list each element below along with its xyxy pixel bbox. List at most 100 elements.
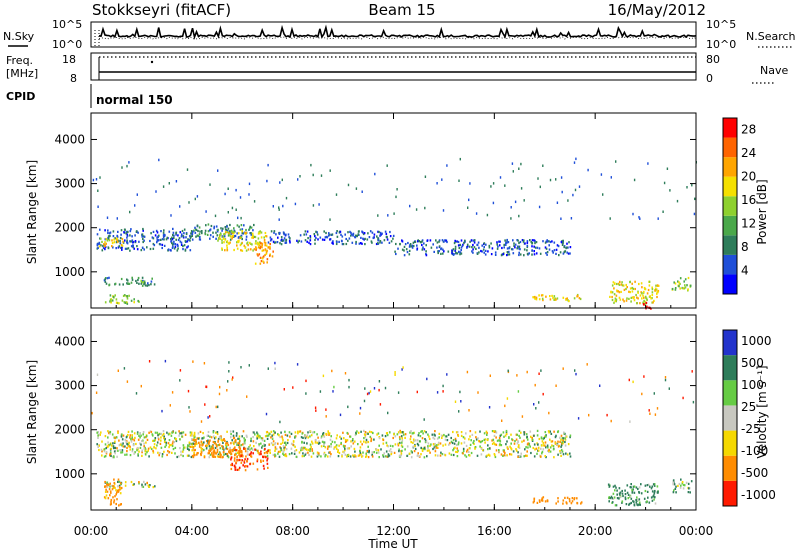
velocity-cell xyxy=(397,444,400,447)
power-cell xyxy=(124,239,126,242)
velocity-cell xyxy=(580,501,583,504)
power-cell xyxy=(184,248,187,251)
power-scatter-cell xyxy=(560,217,562,220)
velocity-cell xyxy=(236,443,238,446)
power-scatter-cell xyxy=(657,217,659,220)
velocity-cell xyxy=(154,439,156,442)
power-cell xyxy=(377,230,379,233)
velocity-cell xyxy=(353,455,355,458)
power-cell xyxy=(545,252,547,255)
velocity-scatter-cell xyxy=(207,416,209,419)
nave-tick-bottom: 0 xyxy=(706,72,713,85)
power-cell xyxy=(540,294,543,297)
velocity-cell xyxy=(505,432,508,436)
velocity-cell xyxy=(444,454,447,457)
velocity-cell xyxy=(555,502,557,505)
power-cell xyxy=(122,240,124,243)
velocity-cell xyxy=(215,431,217,434)
power-scatter-cell xyxy=(610,176,612,179)
velocity-cell xyxy=(483,438,486,441)
power-cell xyxy=(226,246,228,249)
power-cell xyxy=(615,298,618,301)
velocity-cell xyxy=(569,455,572,458)
velocity-cell xyxy=(178,455,180,458)
power-scatter-cell xyxy=(162,185,165,188)
velocity-cell xyxy=(132,444,135,447)
power-cell xyxy=(121,248,123,251)
power-cell xyxy=(161,243,164,246)
velocity-cell xyxy=(419,440,421,443)
power-scatter-cell xyxy=(253,200,256,203)
velocity-cell xyxy=(154,431,157,434)
power-cell xyxy=(126,278,128,281)
power-cell xyxy=(362,237,364,240)
velocity-cell xyxy=(626,484,629,487)
velocity-cell xyxy=(184,446,186,449)
velocity-cell xyxy=(675,485,677,488)
power-scatter-cell xyxy=(106,216,109,219)
power-cell xyxy=(315,236,317,240)
power-scatter-cell xyxy=(329,169,331,172)
power-cell xyxy=(412,241,415,244)
velocity-cell xyxy=(257,451,259,454)
velocity-cell xyxy=(428,435,430,438)
power-cell xyxy=(625,287,627,291)
velocity-cell xyxy=(116,489,119,492)
velocity-cell xyxy=(290,447,293,450)
power-cell xyxy=(523,248,526,251)
nave-label: Nave xyxy=(760,64,788,77)
velocity-cell xyxy=(406,454,408,457)
velocity-cell xyxy=(385,441,388,444)
velocity-cell xyxy=(213,437,216,440)
nave-tick-top: 80 xyxy=(706,53,720,66)
velocity-cell xyxy=(171,431,174,434)
power-scatter-cell xyxy=(266,179,268,183)
power-cell xyxy=(531,253,533,256)
power-cell xyxy=(649,295,651,298)
power-cell xyxy=(189,239,191,242)
velocity-cell xyxy=(492,438,495,441)
power-cell xyxy=(277,236,279,239)
power-cell xyxy=(379,240,382,243)
power-cell xyxy=(262,255,265,258)
velocity-scatter-cell xyxy=(248,364,250,367)
velocity-cell xyxy=(366,450,369,453)
power-scatter-cell xyxy=(282,204,284,208)
velocity-cell xyxy=(253,431,255,434)
power-cell xyxy=(267,246,269,249)
velocity-cell xyxy=(525,446,527,449)
power-cell xyxy=(268,247,271,250)
power-scatter-cell xyxy=(691,183,693,187)
power-cell xyxy=(519,253,522,256)
power-cell xyxy=(97,246,99,249)
velocity-cell xyxy=(244,450,247,453)
velocity-cell xyxy=(156,431,159,434)
velocity-cell xyxy=(110,444,113,447)
velocity-colorbar-tick: 500 xyxy=(741,356,764,370)
power-colorbar-segment xyxy=(723,254,737,275)
velocity-cell xyxy=(608,485,611,488)
velocity-cell xyxy=(160,436,162,439)
velocity-cell xyxy=(208,451,210,455)
velocity-cell xyxy=(261,446,263,449)
velocity-cell xyxy=(286,441,289,445)
power-cell xyxy=(106,239,109,242)
velocity-cell xyxy=(207,439,209,442)
power-cell xyxy=(193,229,195,232)
power-cell xyxy=(350,233,353,236)
power-cell xyxy=(375,242,378,246)
power-cell xyxy=(269,243,271,246)
velocity-cell xyxy=(480,447,483,450)
velocity-cell xyxy=(202,443,204,446)
power-cell xyxy=(245,249,248,252)
power-cell xyxy=(555,298,557,301)
velocity-cell xyxy=(529,430,532,433)
power-cell xyxy=(377,242,379,245)
velocity-cell xyxy=(478,440,481,443)
power-cell xyxy=(637,297,639,300)
velocity-cell xyxy=(335,444,338,447)
power-cell xyxy=(252,249,254,252)
velocity-cell xyxy=(233,448,235,452)
power-cell xyxy=(111,299,114,302)
power-cell xyxy=(171,236,173,239)
